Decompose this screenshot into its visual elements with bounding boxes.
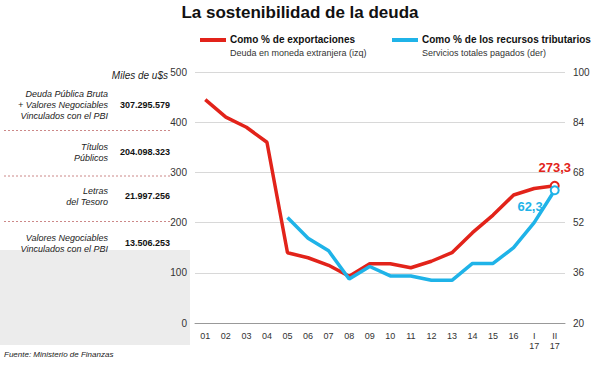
svg-text:del Tesoro: del Tesoro [66,197,108,207]
svg-text:17: 17 [529,341,539,351]
svg-text:II: II [552,331,557,341]
svg-text:I: I [533,331,536,341]
svg-text:Miles de u$s: Miles de u$s [112,70,168,81]
svg-text:17: 17 [550,341,560,351]
svg-text:12: 12 [426,331,436,341]
svg-text:+ Valores Negociables: + Valores Negociables [18,100,108,110]
svg-text:Fuente: Ministerio de Finanzas: Fuente: Ministerio de Finanzas [4,350,113,359]
svg-text:Como % de los recursos tributa: Como % de los recursos tributarios [422,34,591,45]
svg-text:Vinculados con el PBI: Vinculados con el PBI [21,111,109,121]
svg-text:15: 15 [488,331,498,341]
svg-text:14: 14 [467,331,477,341]
svg-text:Títulos: Títulos [81,142,109,152]
svg-text:20: 20 [573,318,585,329]
svg-text:100: 100 [170,267,187,278]
svg-text:06: 06 [303,331,313,341]
svg-text:84: 84 [573,117,585,128]
svg-text:16: 16 [509,331,519,341]
svg-text:62,3: 62,3 [517,199,542,214]
svg-text:03: 03 [241,331,251,341]
svg-text:Servicios totales pagados (der: Servicios totales pagados (der) [422,48,546,58]
svg-text:Deuda en moneda extranjera (iz: Deuda en moneda extranjera (izq) [230,48,367,58]
svg-text:13: 13 [447,331,457,341]
svg-text:21.997.256: 21.997.256 [125,191,170,201]
svg-text:13.506.253: 13.506.253 [125,238,170,248]
svg-text:204.098.323: 204.098.323 [120,147,170,157]
svg-text:02: 02 [221,331,231,341]
svg-text:0: 0 [181,318,187,329]
svg-text:200: 200 [170,217,187,228]
svg-text:Vinculados con el PBI: Vinculados con el PBI [21,244,109,254]
svg-text:100: 100 [573,67,590,78]
svg-text:500: 500 [170,67,187,78]
svg-text:400: 400 [170,117,187,128]
svg-text:307.295.579: 307.295.579 [120,100,170,110]
svg-text:Letras: Letras [83,186,109,196]
svg-text:273,3: 273,3 [538,160,571,175]
svg-text:52: 52 [573,217,585,228]
svg-text:36: 36 [573,267,585,278]
svg-text:La sostenibilidad de la deuda: La sostenibilidad de la deuda [181,3,419,22]
svg-text:01: 01 [200,331,210,341]
svg-text:Como % de exportaciones: Como % de exportaciones [230,34,355,45]
svg-text:05: 05 [282,331,292,341]
svg-text:09: 09 [365,331,375,341]
svg-text:08: 08 [344,331,354,341]
svg-text:Valores Negociables: Valores Negociables [26,233,109,243]
svg-text:68: 68 [573,167,585,178]
svg-text:11: 11 [406,331,415,341]
svg-text:04: 04 [262,331,272,341]
svg-text:Públicos: Públicos [74,153,109,163]
svg-text:300: 300 [170,167,187,178]
svg-text:10: 10 [385,331,395,341]
svg-text:07: 07 [324,331,334,341]
svg-text:Deuda Pública Bruta: Deuda Pública Bruta [25,89,108,99]
